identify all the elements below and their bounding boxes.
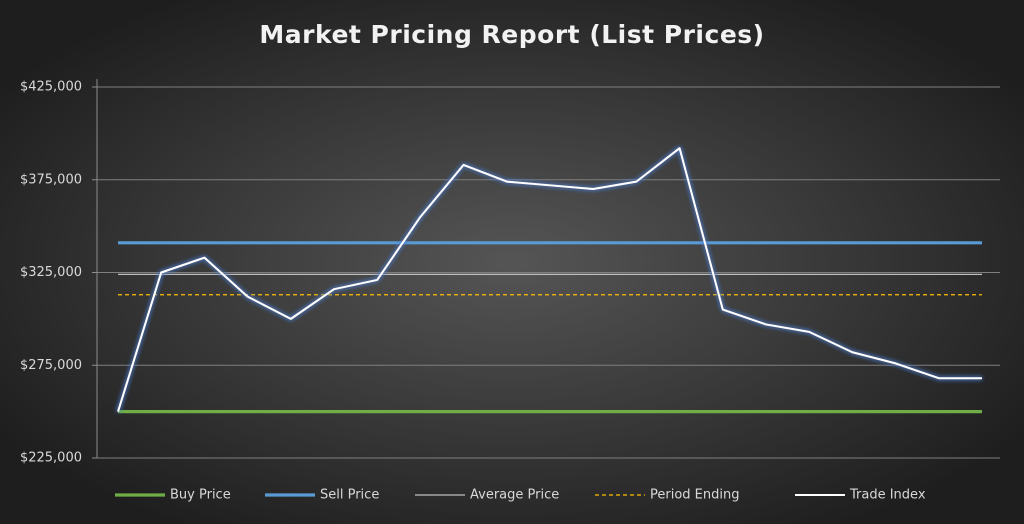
y-tick-label: $275,000 <box>20 358 82 373</box>
legend-label: Sell Price <box>320 488 379 503</box>
legend-label: Buy Price <box>170 488 231 503</box>
y-tick-label: $425,000 <box>20 80 82 95</box>
y-tick-label: $325,000 <box>20 265 82 280</box>
y-tick-label: $375,000 <box>20 172 82 187</box>
series-line <box>117 147 982 412</box>
legend-label: Average Price <box>470 488 559 503</box>
legend-label: Period Ending <box>650 488 739 503</box>
chart-title: Market Pricing Report (List Prices) <box>259 20 764 49</box>
y-tick-label: $225,000 <box>20 451 82 466</box>
legend-label: Trade Index <box>849 488 926 503</box>
